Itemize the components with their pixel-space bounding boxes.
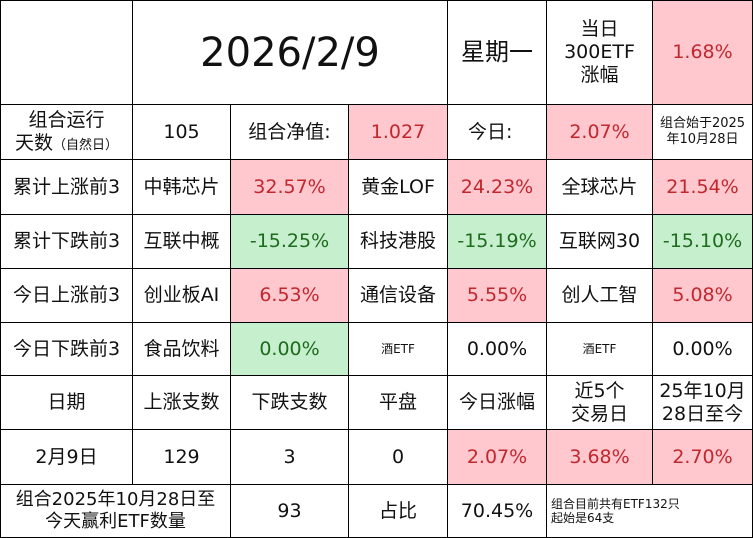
stats-header-up: 上涨支数 bbox=[133, 376, 231, 430]
header-line: 近5个 bbox=[574, 379, 625, 402]
ranking-label: 累计上涨前3 bbox=[0, 160, 133, 215]
stats-header-since-start: 25年10月 28日至今 bbox=[653, 376, 753, 430]
ratio-label: 占比 bbox=[349, 485, 448, 538]
stats-header-down: 下跌支数 bbox=[231, 376, 349, 430]
ranking-item-name: 互联中概 bbox=[133, 215, 231, 269]
stats-flat-count: 0 bbox=[349, 430, 448, 485]
ranking-item-value: 0.00% bbox=[231, 323, 349, 376]
ranking-item-value: -15.19% bbox=[448, 215, 547, 269]
index-label-line: 涨幅 bbox=[580, 63, 619, 86]
ranking-label: 累计下跌前3 bbox=[0, 215, 133, 269]
etf-count-note: 组合目前共有ETF132只 起始是64支 bbox=[547, 485, 753, 538]
ranking-item-name: 黄金LOF bbox=[349, 160, 448, 215]
index-label-line: 当日 bbox=[580, 18, 619, 41]
nav-value: 1.027 bbox=[349, 105, 448, 160]
ranking-item-value: 24.23% bbox=[448, 160, 547, 215]
profit-label-line: 今天赢利ETF数量 bbox=[45, 511, 186, 532]
stats-since-start: 2.70% bbox=[653, 430, 753, 485]
ranking-item-name: 互联网30 bbox=[547, 215, 653, 269]
profit-label-line: 组合2025年10月28日至 bbox=[15, 489, 216, 511]
note-line: 起始是64支 bbox=[551, 511, 615, 525]
ranking-item-value: 0.00% bbox=[653, 323, 753, 376]
today-change-value: 2.07% bbox=[547, 105, 653, 160]
stats-today-change: 2.07% bbox=[448, 430, 547, 485]
start-date-note: 组合始于2025 年10月28日 bbox=[653, 105, 753, 160]
start-note-line: 组合始于2025 bbox=[659, 116, 746, 132]
index-change-label: 当日 300ETF 涨幅 bbox=[547, 0, 653, 105]
run-days-value: 105 bbox=[133, 105, 231, 160]
run-days-label: 组合运行 天数（自然日） bbox=[0, 105, 133, 160]
ranking-item-value: 5.55% bbox=[448, 269, 547, 323]
stats-date: 2月9日 bbox=[0, 430, 133, 485]
profit-count-label: 组合2025年10月28日至 今天赢利ETF数量 bbox=[0, 485, 231, 538]
ranking-item-name: 酒ETF bbox=[547, 323, 653, 376]
header-line: 25年10月 bbox=[659, 379, 746, 402]
ranking-item-value: -15.10% bbox=[653, 215, 753, 269]
start-note-line: 年10月28日 bbox=[666, 132, 739, 147]
stats-up-count: 129 bbox=[133, 430, 231, 485]
ranking-label: 今日上涨前3 bbox=[0, 269, 133, 323]
weekday: 星期一 bbox=[448, 0, 547, 105]
ranking-item-name: 中韩芯片 bbox=[133, 160, 231, 215]
today-label: 今日: bbox=[448, 105, 547, 160]
stats-header-date: 日期 bbox=[0, 376, 133, 430]
ranking-item-name: 通信设备 bbox=[349, 269, 448, 323]
ranking-item-value: 5.08% bbox=[653, 269, 753, 323]
ranking-item-value: -15.25% bbox=[231, 215, 349, 269]
ranking-item-value: 32.57% bbox=[231, 160, 349, 215]
ranking-label: 今日下跌前3 bbox=[0, 323, 133, 376]
ranking-item-name: 创人工智 bbox=[547, 269, 653, 323]
stats-header-today: 今日涨幅 bbox=[448, 376, 547, 430]
stats-down-count: 3 bbox=[231, 430, 349, 485]
profit-count-value: 93 bbox=[231, 485, 349, 538]
ratio-value: 70.45% bbox=[448, 485, 547, 538]
run-days-note: （自然日） bbox=[53, 138, 119, 153]
ranking-item-value: 21.54% bbox=[653, 160, 753, 215]
stats-last5: 3.68% bbox=[547, 430, 653, 485]
ranking-item-name: 创业板AI bbox=[133, 269, 231, 323]
blank-cell bbox=[0, 0, 133, 105]
ranking-item-value: 0.00% bbox=[448, 323, 547, 376]
ranking-item-value: 6.53% bbox=[231, 269, 349, 323]
ranking-item-name: 全球芯片 bbox=[547, 160, 653, 215]
header-line: 28日至今 bbox=[661, 402, 744, 425]
stats-header-last5: 近5个 交易日 bbox=[547, 376, 653, 430]
header-line: 交易日 bbox=[570, 402, 628, 425]
ranking-item-name: 食品饮料 bbox=[133, 323, 231, 376]
stats-header-flat: 平盘 bbox=[349, 376, 448, 430]
index-change-value: 1.68% bbox=[653, 0, 753, 105]
run-days-label-line2: 天数（自然日） bbox=[14, 132, 119, 154]
nav-label: 组合净值: bbox=[231, 105, 349, 160]
run-days-label-line: 组合运行 bbox=[28, 109, 105, 132]
ranking-item-name: 酒ETF bbox=[349, 323, 448, 376]
ranking-item-name: 科技港股 bbox=[349, 215, 448, 269]
index-label-line: 300ETF bbox=[564, 41, 635, 64]
report-date: 2026/2/9 bbox=[133, 0, 448, 105]
note-line: 组合目前共有ETF132只 bbox=[551, 496, 680, 511]
